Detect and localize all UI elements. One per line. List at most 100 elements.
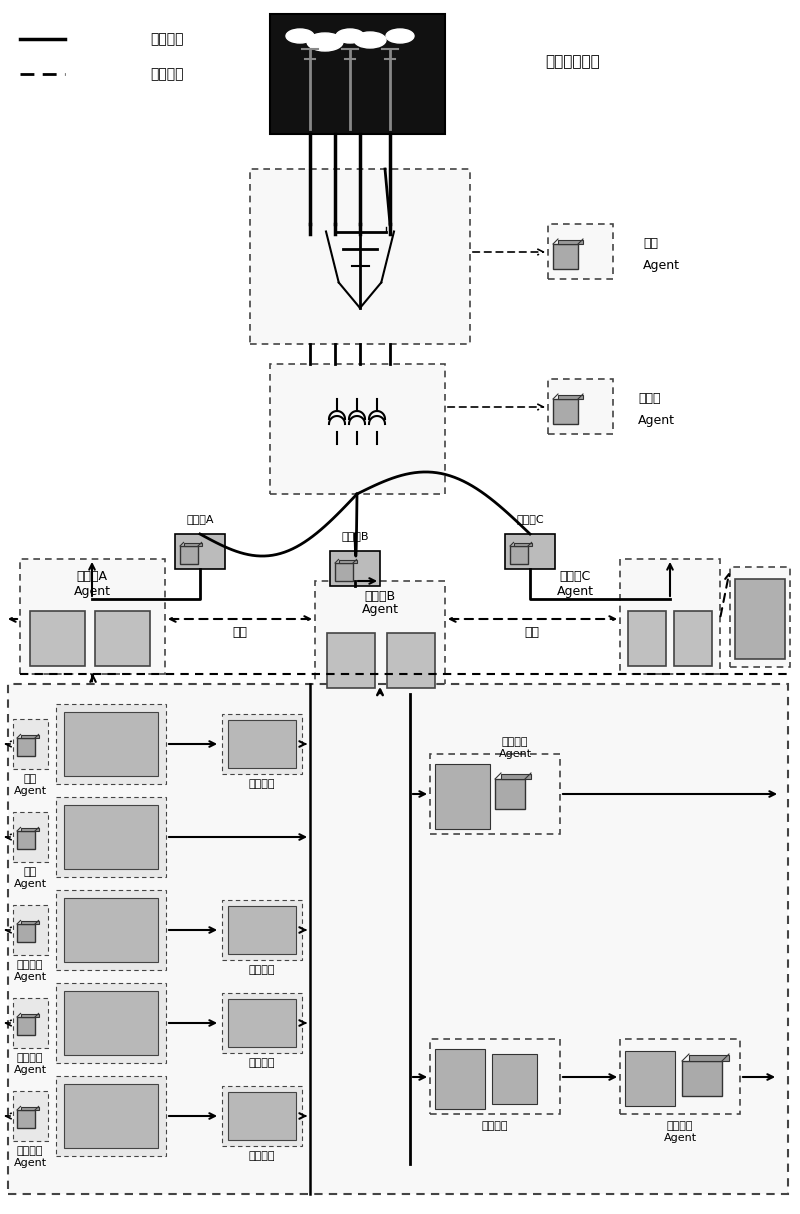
Bar bbox=[56, 890, 166, 970]
Bar bbox=[492, 1054, 537, 1104]
Bar bbox=[20, 558, 165, 674]
Bar bbox=[228, 1093, 296, 1140]
Text: 断路器B: 断路器B bbox=[342, 531, 369, 541]
Ellipse shape bbox=[286, 29, 314, 42]
Bar bbox=[620, 1039, 740, 1114]
Bar bbox=[13, 719, 48, 768]
Text: 风电: 风电 bbox=[23, 867, 37, 877]
Bar bbox=[495, 779, 525, 809]
Bar bbox=[64, 1084, 158, 1148]
Ellipse shape bbox=[307, 33, 343, 51]
Bar bbox=[56, 798, 166, 877]
Bar bbox=[17, 738, 35, 756]
Bar bbox=[9, 886, 309, 974]
Bar bbox=[21, 1107, 38, 1110]
Text: 微电网C: 微电网C bbox=[559, 571, 590, 584]
Bar bbox=[9, 700, 309, 788]
Bar bbox=[335, 563, 353, 582]
Bar bbox=[64, 711, 158, 776]
Bar bbox=[17, 1017, 35, 1036]
Bar bbox=[21, 736, 38, 738]
Text: 断路器C: 断路器C bbox=[516, 514, 544, 524]
Bar bbox=[13, 904, 48, 955]
Text: 通讯: 通讯 bbox=[525, 626, 539, 640]
Bar bbox=[628, 611, 666, 666]
Bar bbox=[13, 998, 48, 1048]
Text: Agent: Agent bbox=[74, 584, 110, 597]
Bar bbox=[735, 579, 785, 659]
Bar bbox=[682, 1061, 722, 1096]
Text: Agent: Agent bbox=[557, 584, 594, 597]
Bar bbox=[56, 1076, 166, 1156]
Bar bbox=[435, 764, 490, 829]
Bar bbox=[553, 399, 578, 424]
Text: 逆变装置: 逆变装置 bbox=[249, 965, 275, 975]
Bar bbox=[56, 704, 166, 784]
Bar bbox=[250, 169, 470, 344]
Bar bbox=[620, 558, 720, 674]
Bar bbox=[548, 225, 613, 279]
Bar bbox=[501, 775, 531, 779]
Bar bbox=[430, 754, 560, 834]
Text: 微电网B: 微电网B bbox=[365, 590, 395, 602]
Bar bbox=[21, 921, 38, 924]
Bar bbox=[330, 551, 380, 586]
Bar bbox=[21, 1014, 38, 1017]
Text: Agent: Agent bbox=[14, 879, 46, 889]
Bar bbox=[228, 906, 296, 954]
Ellipse shape bbox=[336, 29, 364, 42]
Bar bbox=[95, 611, 150, 666]
Text: 直流负荷: 直流负荷 bbox=[666, 1121, 694, 1131]
Text: 电动汽车: 电动汽车 bbox=[17, 1146, 43, 1156]
Bar bbox=[175, 534, 225, 569]
Bar bbox=[21, 828, 38, 832]
Bar bbox=[338, 560, 357, 563]
Text: 微电网A: 微电网A bbox=[77, 571, 107, 584]
Text: 信息流动: 信息流动 bbox=[150, 67, 183, 81]
Bar bbox=[505, 534, 555, 569]
Text: Agent: Agent bbox=[498, 749, 531, 759]
Bar bbox=[222, 993, 302, 1053]
Bar bbox=[270, 15, 445, 134]
Bar bbox=[184, 543, 202, 546]
Text: 区域调: 区域调 bbox=[638, 392, 661, 404]
Text: 逆变装置: 逆变装置 bbox=[249, 779, 275, 789]
Bar bbox=[553, 244, 578, 270]
Text: 储能装置: 储能装置 bbox=[17, 1053, 43, 1063]
Bar bbox=[730, 567, 790, 666]
Bar bbox=[228, 720, 296, 768]
Text: Agent: Agent bbox=[14, 785, 46, 796]
Text: 电能流动: 电能流动 bbox=[150, 32, 183, 46]
Bar bbox=[625, 1051, 675, 1106]
Bar bbox=[228, 999, 296, 1046]
Text: Agent: Agent bbox=[362, 603, 398, 617]
Text: Agent: Agent bbox=[643, 259, 680, 272]
Bar bbox=[514, 543, 532, 546]
Text: 逆变装置: 逆变装置 bbox=[249, 1151, 275, 1161]
Bar bbox=[222, 1087, 302, 1146]
Text: Agent: Agent bbox=[663, 1133, 697, 1144]
Ellipse shape bbox=[354, 32, 386, 49]
Text: 交流负荷: 交流负荷 bbox=[502, 737, 528, 747]
Bar bbox=[558, 240, 583, 244]
Text: 光伏: 光伏 bbox=[23, 775, 37, 784]
Bar bbox=[30, 611, 85, 666]
Text: 网调: 网调 bbox=[643, 237, 658, 250]
Bar bbox=[17, 924, 35, 942]
Bar bbox=[64, 991, 158, 1055]
Bar bbox=[327, 632, 375, 688]
Bar bbox=[64, 805, 158, 869]
Bar bbox=[222, 714, 302, 775]
Bar bbox=[510, 546, 528, 565]
Bar bbox=[270, 364, 445, 494]
Bar bbox=[430, 1039, 560, 1114]
Text: 断路器A: 断路器A bbox=[186, 514, 214, 524]
Bar bbox=[17, 1110, 35, 1128]
Text: Agent: Agent bbox=[14, 1065, 46, 1076]
Text: 通讯: 通讯 bbox=[233, 626, 247, 640]
Bar bbox=[56, 983, 166, 1063]
Bar bbox=[180, 546, 198, 565]
Bar bbox=[674, 611, 712, 666]
Bar bbox=[387, 632, 435, 688]
Text: Agent: Agent bbox=[14, 972, 46, 982]
